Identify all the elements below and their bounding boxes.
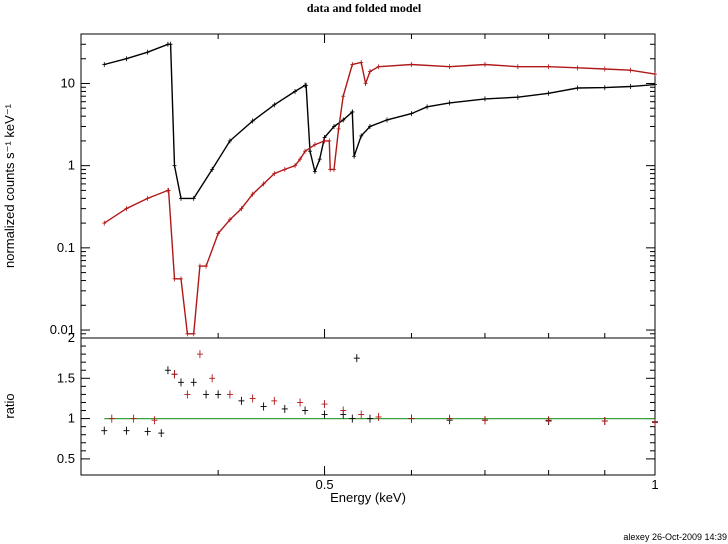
y-tick-label: 0.1 — [57, 240, 75, 255]
footer-timestamp: alexey 26-Oct-2009 14:39 — [623, 532, 727, 542]
lower-axes: 2 1.5 1 0.5 0.5 1 — [57, 34, 659, 492]
upper-y-axis: 10 1 0.1 0.01 — [50, 33, 655, 339]
ratio-tick-label: 2 — [68, 330, 75, 345]
x-tick-label: 0.5 — [315, 477, 333, 492]
upper-series-group — [102, 41, 657, 337]
ratio-tick-label: 0.5 — [57, 451, 75, 466]
lower-series-group — [101, 350, 658, 438]
ratio-tick-label: 1.5 — [57, 370, 75, 385]
upper-panel-frame — [80, 33, 656, 339]
y-tick-label: 0.01 — [50, 322, 75, 337]
chart-title: data and folded model — [307, 1, 422, 15]
x-tick-label: 1 — [651, 477, 658, 492]
spectrum-model-line-1 — [104, 43, 656, 200]
lower-y-axis-label: ratio — [2, 393, 17, 418]
ratio-tick-label: 1 — [68, 411, 75, 426]
lower-panel-frame — [80, 337, 656, 476]
x-axis-label: Energy (keV) — [330, 490, 406, 505]
upper-y-axis-label: normalized counts s⁻¹ keV⁻¹ — [2, 103, 17, 268]
y-tick-label: 1 — [68, 158, 75, 173]
spectrum-model-line-2 — [103, 61, 656, 335]
y-tick-label: 10 — [61, 75, 75, 90]
